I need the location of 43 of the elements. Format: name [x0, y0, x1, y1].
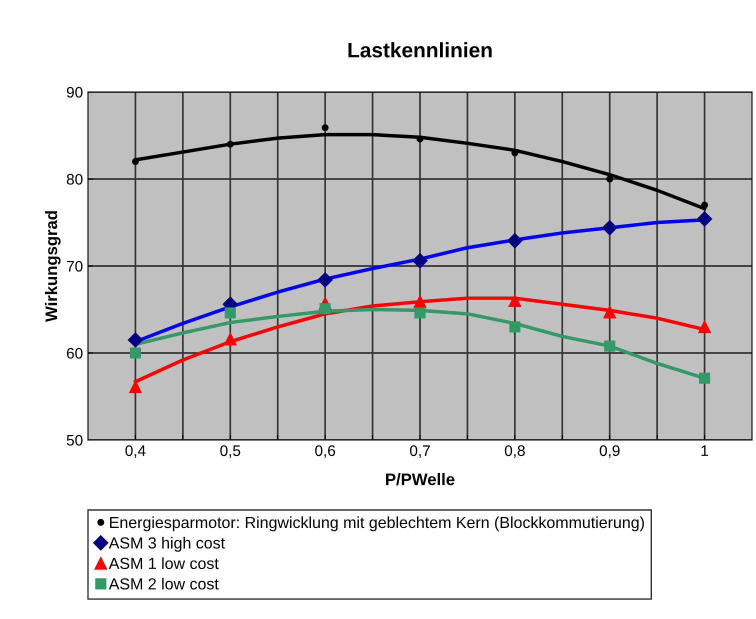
point [224, 332, 237, 346]
point [699, 372, 710, 384]
legend-label: ASM 1 low cost [108, 557, 219, 570]
legend-label: ASM 3 high cost [108, 536, 225, 552]
x-tick-label: 0,6 [315, 445, 336, 458]
y-tick-label: 90 [66, 86, 83, 98]
x-tick-label: 0,7 [410, 445, 430, 458]
point [414, 295, 426, 308]
point [698, 320, 711, 334]
x-tick-label: 0,9 [600, 445, 620, 458]
point [697, 211, 712, 227]
point [414, 307, 426, 319]
y-tick-label: 80 [66, 174, 83, 185]
point [606, 176, 614, 182]
point [602, 220, 618, 236]
point [320, 303, 331, 314]
y-tick-label: 70 [66, 260, 83, 272]
point [132, 158, 139, 166]
point [224, 307, 236, 319]
point [130, 347, 141, 359]
y-tick-label: 50 [66, 434, 83, 446]
y-tick-label: 60 [66, 348, 83, 359]
point [318, 272, 333, 288]
x-axis-title: P/PWelle [386, 472, 454, 486]
point [603, 306, 616, 318]
x-tick-label: 0,4 [125, 445, 146, 458]
point [226, 140, 234, 148]
point [507, 233, 522, 248]
y-axis-title: Wirkungsgrad [44, 211, 61, 322]
legend-label: Energiesparmotor: Ringwicklung mit geblechtem Kern (Blockkommutierung) [110, 516, 644, 532]
point [508, 294, 522, 308]
point [604, 340, 616, 352]
point [509, 321, 520, 332]
x-tick-label: 0,8 [504, 445, 525, 458]
x-tick-label: 0,5 [220, 445, 240, 458]
point [416, 136, 424, 142]
point [412, 253, 428, 268]
point [128, 332, 143, 348]
x-tick-label: 1 [701, 445, 708, 456]
legend-label: ASM 2 low cost [108, 578, 219, 590]
chart-title: Lastkennlinien [348, 42, 492, 58]
point [322, 124, 329, 132]
point [701, 202, 708, 209]
